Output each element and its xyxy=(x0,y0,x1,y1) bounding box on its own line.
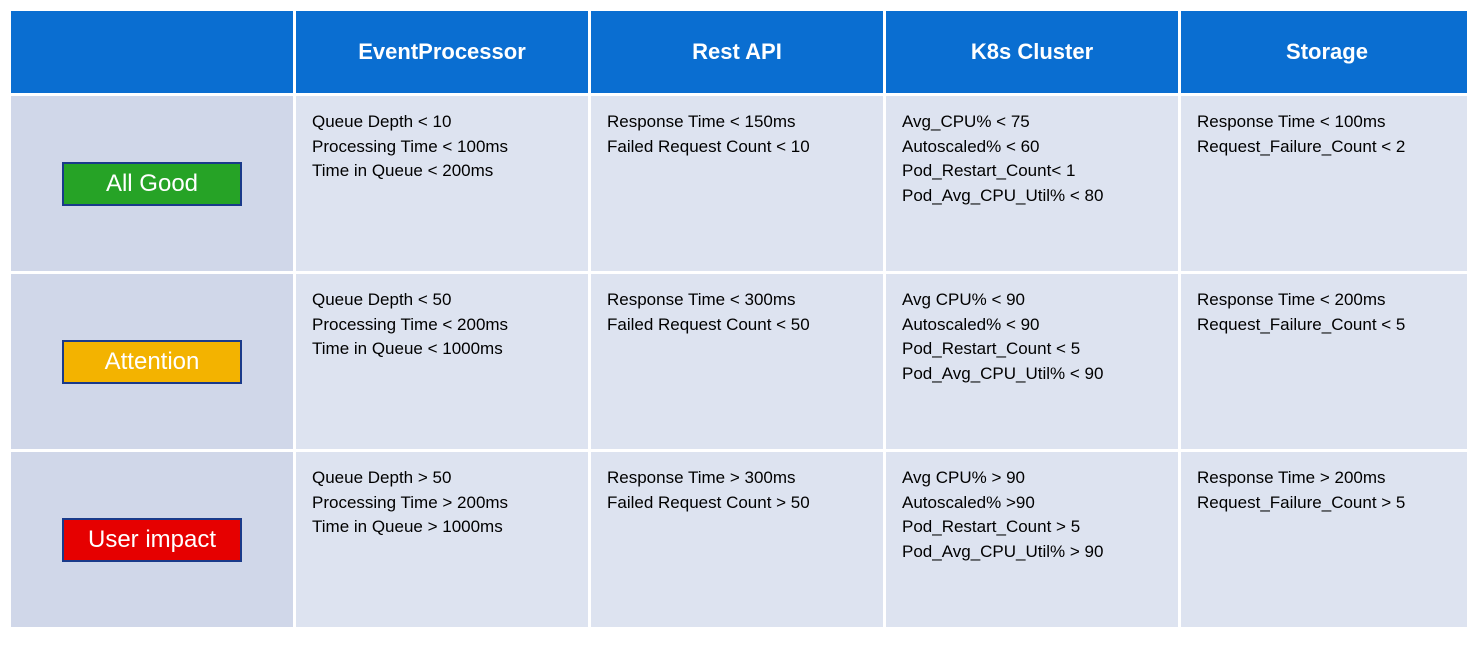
metric-line: Failed Request Count < 50 xyxy=(607,313,867,338)
metric-line: Processing Time > 200ms xyxy=(312,491,572,516)
status-badge: All Good xyxy=(62,162,242,206)
metric-line: Avg CPU% < 90 xyxy=(902,288,1162,313)
threshold-cell: Response Time > 300msFailed Request Coun… xyxy=(591,452,883,627)
metric-line: Pod_Restart_Count< 1 xyxy=(902,159,1162,184)
row-label-cell: All Good xyxy=(11,96,293,271)
metric-line: Request_Failure_Count > 5 xyxy=(1197,491,1457,516)
metric-line: Autoscaled% < 60 xyxy=(902,135,1162,160)
metric-line: Time in Queue < 1000ms xyxy=(312,337,572,362)
metric-line: Queue Depth < 10 xyxy=(312,110,572,135)
threshold-cell: Response Time < 200msRequest_Failure_Cou… xyxy=(1181,274,1467,449)
metric-line: Time in Queue < 200ms xyxy=(312,159,572,184)
metric-line: Response Time > 300ms xyxy=(607,466,867,491)
threshold-cell: Avg_CPU% < 75Autoscaled% < 60Pod_Restart… xyxy=(886,96,1178,271)
metric-line: Autoscaled% >90 xyxy=(902,491,1162,516)
metric-line: Pod_Avg_CPU_Util% < 90 xyxy=(902,362,1162,387)
metric-line: Response Time < 300ms xyxy=(607,288,867,313)
metric-line: Failed Request Count < 10 xyxy=(607,135,867,160)
row-label-cell: Attention xyxy=(11,274,293,449)
threshold-cell: Avg CPU% < 90Autoscaled% < 90Pod_Restart… xyxy=(886,274,1178,449)
threshold-cell: Queue Depth < 50Processing Time < 200msT… xyxy=(296,274,588,449)
status-badge: User impact xyxy=(62,518,242,562)
metric-line: Avg CPU% > 90 xyxy=(902,466,1162,491)
metric-line: Time in Queue > 1000ms xyxy=(312,515,572,540)
metric-line: Pod_Restart_Count < 5 xyxy=(902,337,1162,362)
metric-line: Autoscaled% < 90 xyxy=(902,313,1162,338)
col-header-k8s: K8s Cluster xyxy=(886,11,1178,93)
table-row: User impact Queue Depth > 50Processing Ti… xyxy=(11,452,1467,627)
metric-line: Processing Time < 200ms xyxy=(312,313,572,338)
metric-line: Response Time < 100ms xyxy=(1197,110,1457,135)
col-header-eventprocessor: EventProcessor xyxy=(296,11,588,93)
metric-line: Pod_Avg_CPU_Util% > 90 xyxy=(902,540,1162,565)
metric-line: Request_Failure_Count < 2 xyxy=(1197,135,1457,160)
threshold-table: EventProcessor Rest API K8s Cluster Stor… xyxy=(8,8,1467,630)
table-row: All Good Queue Depth < 10Processing Time … xyxy=(11,96,1467,271)
status-badge: Attention xyxy=(62,340,242,384)
metric-line: Response Time < 200ms xyxy=(1197,288,1457,313)
header-row: EventProcessor Rest API K8s Cluster Stor… xyxy=(11,11,1467,93)
metric-line: Response Time < 150ms xyxy=(607,110,867,135)
threshold-cell: Response Time < 100msRequest_Failure_Cou… xyxy=(1181,96,1467,271)
threshold-cell: Avg CPU% > 90Autoscaled% >90Pod_Restart_… xyxy=(886,452,1178,627)
threshold-cell: Response Time > 200msRequest_Failure_Cou… xyxy=(1181,452,1467,627)
metric-line: Avg_CPU% < 75 xyxy=(902,110,1162,135)
metric-line: Queue Depth < 50 xyxy=(312,288,572,313)
col-header-restapi: Rest API xyxy=(591,11,883,93)
metric-line: Queue Depth > 50 xyxy=(312,466,572,491)
threshold-cell: Queue Depth > 50Processing Time > 200msT… xyxy=(296,452,588,627)
threshold-cell: Response Time < 150msFailed Request Coun… xyxy=(591,96,883,271)
table-row: Attention Queue Depth < 50Processing Time… xyxy=(11,274,1467,449)
threshold-cell: Response Time < 300msFailed Request Coun… xyxy=(591,274,883,449)
metric-line: Response Time > 200ms xyxy=(1197,466,1457,491)
metric-line: Failed Request Count > 50 xyxy=(607,491,867,516)
metric-line: Request_Failure_Count < 5 xyxy=(1197,313,1457,338)
metric-line: Pod_Restart_Count > 5 xyxy=(902,515,1162,540)
metric-line: Processing Time < 100ms xyxy=(312,135,572,160)
metric-line: Pod_Avg_CPU_Util% < 80 xyxy=(902,184,1162,209)
threshold-cell: Queue Depth < 10Processing Time < 100msT… xyxy=(296,96,588,271)
table-body: All GoodQueue Depth < 10Processing Time … xyxy=(11,96,1467,627)
col-header-storage: Storage xyxy=(1181,11,1467,93)
row-label-cell: User impact xyxy=(11,452,293,627)
header-corner xyxy=(11,11,293,93)
